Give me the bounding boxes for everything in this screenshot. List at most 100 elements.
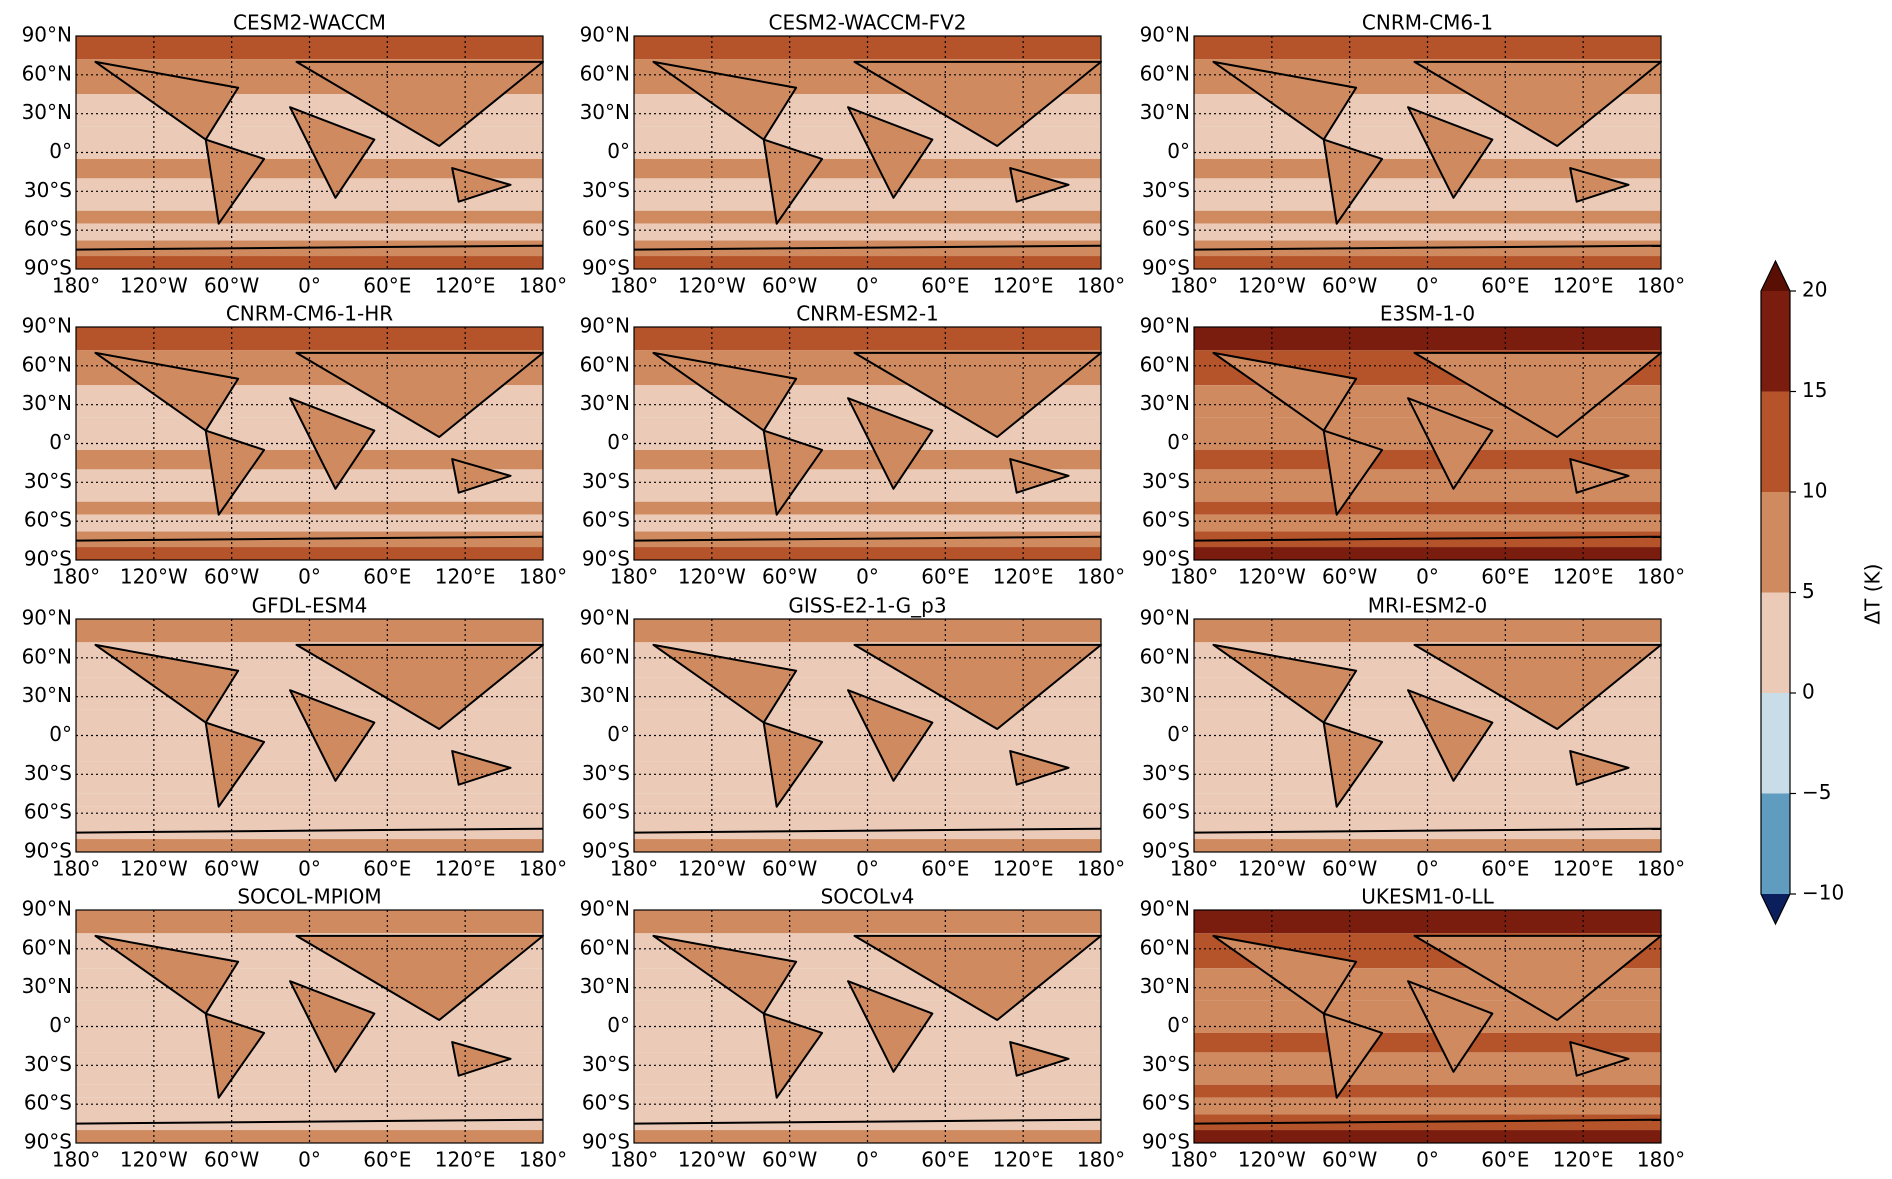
lat-tick-label: 30°N <box>1140 974 1190 998</box>
map-panel: GISS-E2-1-G_p3 90°N 60°N 30°N 0° 30°S 60°S 90°S… <box>580 594 1126 881</box>
lon-tick-label: 120°W <box>678 565 746 589</box>
lon-tick-label: 120°E <box>1553 857 1614 881</box>
lon-tick-label: 60°E <box>921 274 969 298</box>
lon-tick-label: 60°E <box>363 857 411 881</box>
lon-tick-label: 60°W <box>762 565 817 589</box>
lat-tick-label: 30°N <box>580 391 630 415</box>
lat-tick-label: 30°S <box>582 1052 630 1076</box>
land <box>451 1041 512 1077</box>
land <box>295 60 544 148</box>
colorbar-segment <box>1761 793 1790 894</box>
lat-tick-label: 90°S <box>582 256 630 280</box>
map-panel: CNRM-ESM2-190°N60°N30°N0°30°S60°S90°S180… <box>580 302 1126 589</box>
lat-tick-label: 30°N <box>1140 100 1190 124</box>
lon-tick-label: 60°W <box>762 1148 817 1172</box>
lat-tick-label: 60°S <box>1142 217 1190 241</box>
lat-tick-label: 30°S <box>24 1052 72 1076</box>
lon-tick-label: 180° <box>519 565 567 589</box>
lon-tick-label: 180° <box>52 857 100 881</box>
lat-tick-label: 30°N <box>22 683 72 707</box>
lat-tick-label: 30°N <box>580 974 630 998</box>
colorbar-label: ΔT (K) <box>1861 564 1885 625</box>
lon-tick-label: 60°E <box>363 565 411 589</box>
lat-tick-label: 0° <box>607 1013 630 1037</box>
lon-tick-label: 120°W <box>678 1148 746 1172</box>
lat-tick-label: 90°N <box>22 606 72 630</box>
panel-title: CESM2-WACCM <box>233 11 386 35</box>
contour-band <box>634 1032 1101 1053</box>
lat-tick-label: 60°S <box>24 1091 72 1115</box>
lat-tick-label: 60°S <box>24 217 72 241</box>
contour-band <box>634 158 1101 179</box>
lon-tick-label: 60°E <box>921 565 969 589</box>
colorbar-segment <box>1761 592 1790 693</box>
panel-title: E3SM-1-0 <box>1380 302 1475 326</box>
map-panel: CNRM-CM6-190°N60°N30°N0°30°S60°S90°S180°… <box>1140 11 1686 298</box>
lat-tick-label: 90°S <box>1142 256 1190 280</box>
lat-tick-label: 30°S <box>1142 761 1190 785</box>
land <box>295 643 544 731</box>
contour-band <box>634 449 1101 470</box>
land <box>1009 167 1070 203</box>
lon-tick-label: 60°W <box>1322 857 1377 881</box>
lon-tick-label: 0° <box>856 1148 879 1172</box>
colorbar-tick-label: 20 <box>1802 278 1827 302</box>
lon-tick-label: 120°W <box>1238 565 1306 589</box>
contour-band <box>1194 449 1661 470</box>
lon-tick-label: 60°E <box>921 1148 969 1172</box>
land <box>853 643 1102 731</box>
panel-title: MRI-ESM2-0 <box>1368 594 1488 618</box>
lon-tick-label: 120°E <box>435 565 496 589</box>
lat-tick-label: 60°N <box>1140 935 1190 959</box>
lon-tick-label: 180° <box>519 1148 567 1172</box>
lat-tick-label: 90°S <box>1142 839 1190 863</box>
lat-tick-label: 90°N <box>1140 23 1190 47</box>
lat-tick-label: 30°S <box>582 761 630 785</box>
lon-tick-label: 180° <box>1637 1148 1685 1172</box>
lon-tick-label: 60°W <box>762 274 817 298</box>
panel-title: CNRM-CM6-1 <box>1362 11 1493 35</box>
land <box>1413 60 1662 148</box>
lat-tick-label: 90°N <box>22 314 72 338</box>
colorbar-segment <box>1761 391 1790 492</box>
colorbar-tick-label: 0 <box>1802 680 1815 704</box>
land <box>1009 1041 1070 1077</box>
map-panel: CESM2-WACCM-FV2 90°N 60°N 30°N 0° 30°S 60°S 90°… <box>580 11 1126 298</box>
land <box>295 351 544 439</box>
land <box>1413 934 1662 1022</box>
contour-band <box>1194 1032 1661 1053</box>
lon-tick-label: 120°W <box>1238 857 1306 881</box>
lon-tick-label: 180° <box>1637 857 1685 881</box>
contour-band <box>76 1032 543 1053</box>
panel-title: CNRM-CM6-1-HR <box>226 302 393 326</box>
lon-tick-label: 120°E <box>1553 274 1614 298</box>
lon-tick-label: 180° <box>1637 274 1685 298</box>
lat-tick-label: 60°N <box>22 352 72 376</box>
lon-tick-label: 0° <box>298 857 321 881</box>
lat-tick-label: 60°S <box>1142 508 1190 532</box>
lat-tick-label: 0° <box>607 139 630 163</box>
lat-tick-label: 60°S <box>582 800 630 824</box>
lon-tick-label: 60°W <box>1322 565 1377 589</box>
lat-tick-label: 90°N <box>22 897 72 921</box>
lon-tick-label: 120°W <box>678 274 746 298</box>
lon-tick-label: 60°E <box>363 274 411 298</box>
lat-tick-label: 90°S <box>582 547 630 571</box>
lon-tick-label: 0° <box>298 1148 321 1172</box>
lon-tick-label: 180° <box>519 857 567 881</box>
colorbar-tick-label: 5 <box>1802 579 1815 603</box>
lon-tick-label: 180° <box>1077 1148 1125 1172</box>
lon-tick-label: 180° <box>1170 857 1218 881</box>
lat-tick-label: 90°N <box>580 606 630 630</box>
land <box>853 934 1102 1022</box>
lat-tick-label: 60°S <box>582 1091 630 1115</box>
lon-tick-label: 60°W <box>204 1148 259 1172</box>
map-panel: CNRM-CM6-1-HR90°N60°N30°N0°30°S60°S90°S1… <box>22 302 568 589</box>
lat-tick-label: 0° <box>49 430 72 454</box>
map-panel: UKESM1-0-LL90°N60°N30°N0°30°S60°S90°S180… <box>1140 885 1686 1172</box>
lon-tick-label: 60°W <box>204 857 259 881</box>
